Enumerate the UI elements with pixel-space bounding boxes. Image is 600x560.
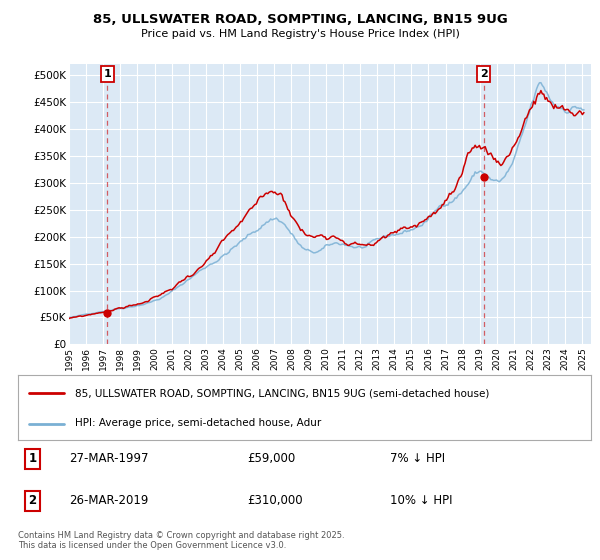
Text: Price paid vs. HM Land Registry's House Price Index (HPI): Price paid vs. HM Land Registry's House …: [140, 29, 460, 39]
Text: 85, ULLSWATER ROAD, SOMPTING, LANCING, BN15 9UG (semi-detached house): 85, ULLSWATER ROAD, SOMPTING, LANCING, B…: [76, 388, 490, 398]
Text: 26-MAR-2019: 26-MAR-2019: [70, 494, 149, 507]
Text: £59,000: £59,000: [247, 452, 295, 465]
Text: £310,000: £310,000: [247, 494, 303, 507]
Text: 7% ↓ HPI: 7% ↓ HPI: [391, 452, 446, 465]
Text: 2: 2: [28, 494, 37, 507]
Text: 1: 1: [103, 69, 111, 79]
Text: Contains HM Land Registry data © Crown copyright and database right 2025.
This d: Contains HM Land Registry data © Crown c…: [18, 531, 344, 550]
Text: 27-MAR-1997: 27-MAR-1997: [70, 452, 149, 465]
Text: HPI: Average price, semi-detached house, Adur: HPI: Average price, semi-detached house,…: [76, 418, 322, 428]
Text: 1: 1: [28, 452, 37, 465]
Text: 10% ↓ HPI: 10% ↓ HPI: [391, 494, 453, 507]
Text: 85, ULLSWATER ROAD, SOMPTING, LANCING, BN15 9UG: 85, ULLSWATER ROAD, SOMPTING, LANCING, B…: [92, 13, 508, 26]
Text: 2: 2: [480, 69, 488, 79]
